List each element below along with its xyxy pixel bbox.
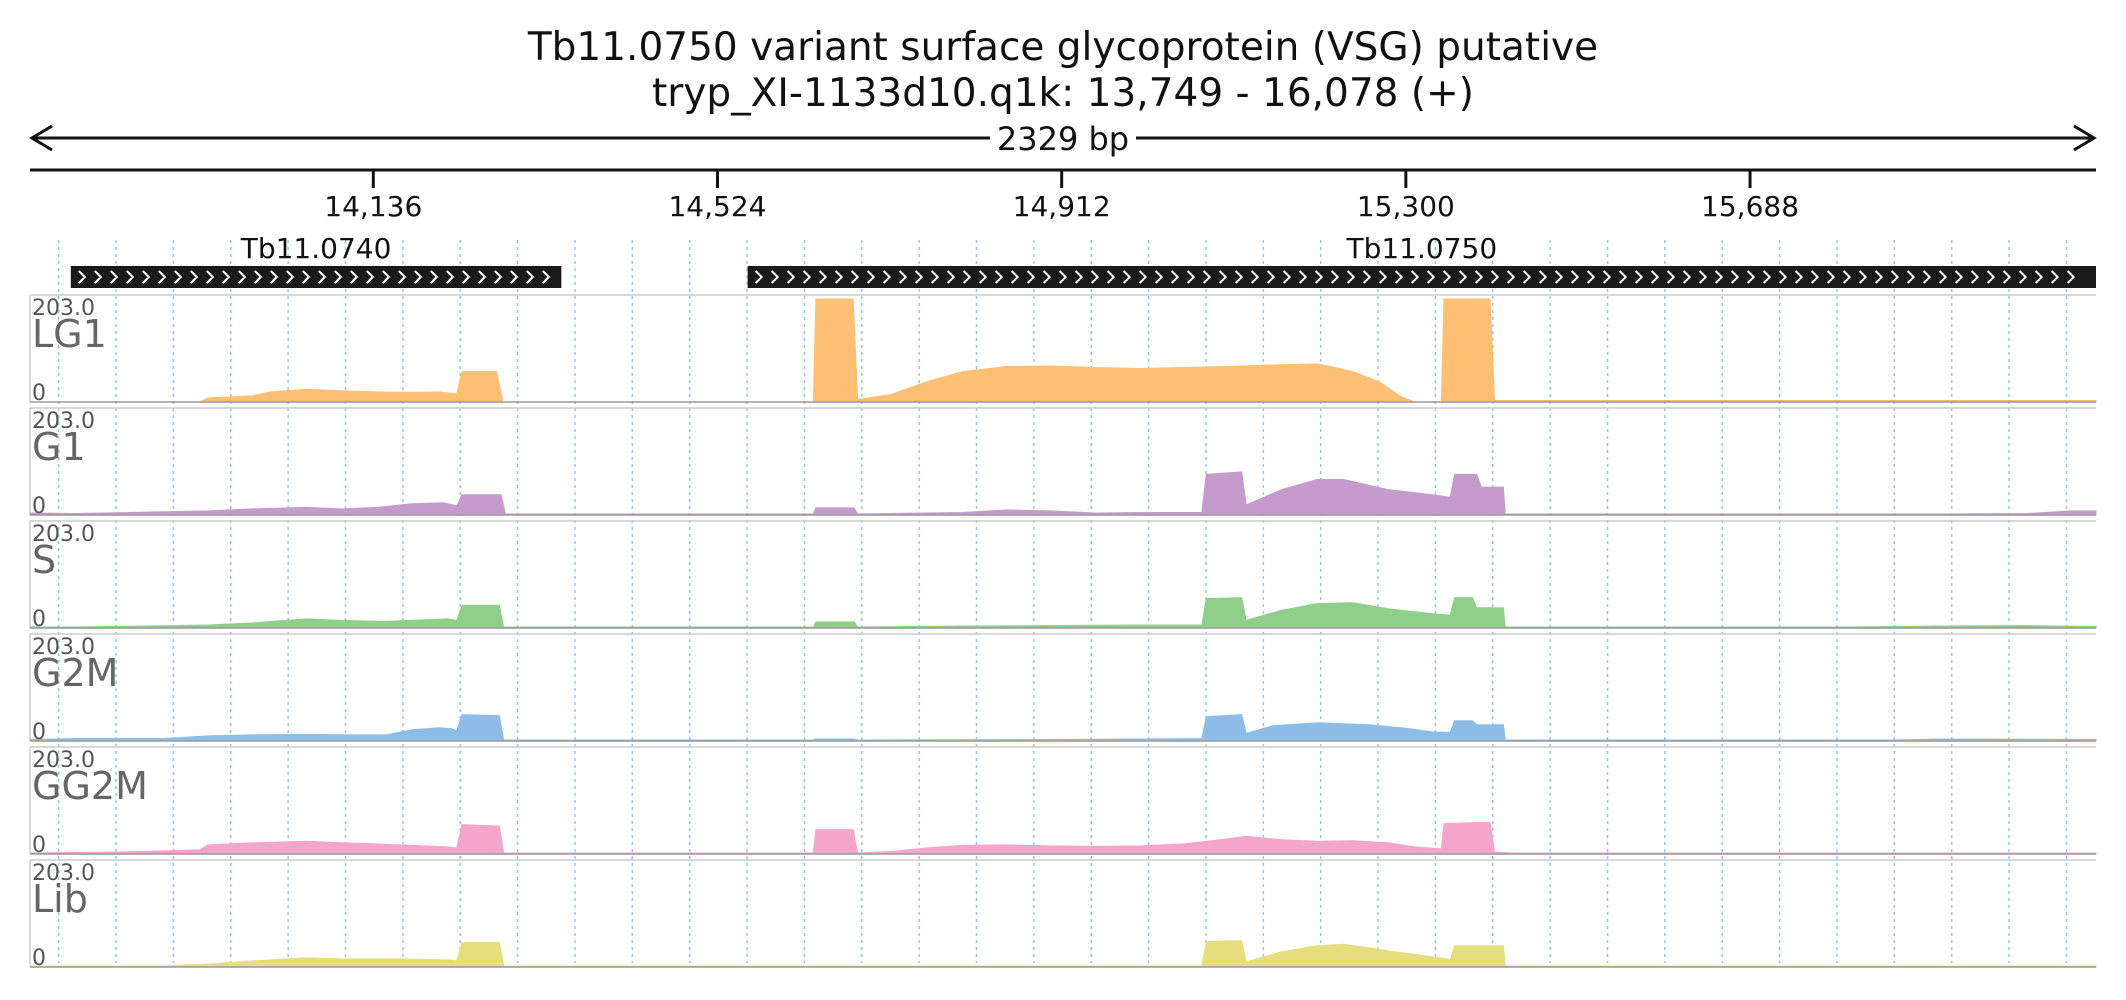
track-name: G2M xyxy=(32,651,118,695)
y-max-label: 203.0 xyxy=(32,522,95,547)
coverage-area xyxy=(29,714,2097,742)
x-tick-label: 14,136 xyxy=(324,190,422,223)
track-name: GG2M xyxy=(32,764,148,808)
gene-label: Tb11.0750 xyxy=(1345,232,1497,265)
y-min-label: 0 xyxy=(32,607,46,632)
gene-bar xyxy=(70,266,562,288)
strand-arrows xyxy=(754,270,2076,284)
y-max-label: 203.0 xyxy=(32,635,95,660)
y-min-label: 0 xyxy=(32,494,46,519)
gene-label: Tb11.0740 xyxy=(240,232,392,265)
track-name: G1 xyxy=(32,425,86,469)
track-name: LG1 xyxy=(32,312,107,356)
track-s: 203.0S 0 xyxy=(29,520,2097,632)
y-max-label: 203.0 xyxy=(32,861,95,886)
coverage-area xyxy=(29,471,2097,516)
chart-subtitle: tryp_XI-1133d10.q1k: 13,749 - 16,078 (+) xyxy=(652,71,1474,116)
track-name: S xyxy=(32,538,56,582)
y-max-label: 203.0 xyxy=(32,748,95,773)
coverage-tracks: 203.0LG10203.0G10203.0S0203.0G2M0203.0GG… xyxy=(29,294,2097,971)
x-tick-label: 15,300 xyxy=(1357,190,1455,223)
gene-bar xyxy=(747,266,2096,288)
y-min-label: 0 xyxy=(32,833,46,858)
track-name: Lib xyxy=(32,877,88,921)
coverage-area xyxy=(29,940,2097,968)
chart-title: Tb11.0750 variant surface glycoprotein (… xyxy=(527,25,1599,70)
y-max-label: 203.0 xyxy=(32,296,95,321)
x-tick-label: 14,912 xyxy=(1013,190,1111,223)
y-max-label: 203.0 xyxy=(32,409,95,434)
span-arrowhead-right xyxy=(2073,124,2097,152)
y-min-label: 0 xyxy=(32,946,46,971)
x-tick-label: 14,524 xyxy=(668,190,766,223)
coordinate-ruler: 2329 bp 14,136 14,524 14,912 15,300 15,688 xyxy=(29,120,2097,223)
strand-arrows xyxy=(78,270,551,284)
span-label: 2329 bp xyxy=(997,120,1129,158)
coverage-area xyxy=(29,822,2097,855)
track-g1: 203.0G1 0 xyxy=(29,407,2097,519)
coverage-area xyxy=(29,597,2097,629)
x-tick-label: 15,688 xyxy=(1701,190,1799,223)
y-min-label: 0 xyxy=(32,381,46,406)
gene-track: Tb11.0740 Tb11.0750 xyxy=(70,232,2096,288)
coverage-area xyxy=(30,298,2097,403)
span-arrowhead-left xyxy=(29,124,53,152)
y-min-label: 0 xyxy=(32,720,46,745)
